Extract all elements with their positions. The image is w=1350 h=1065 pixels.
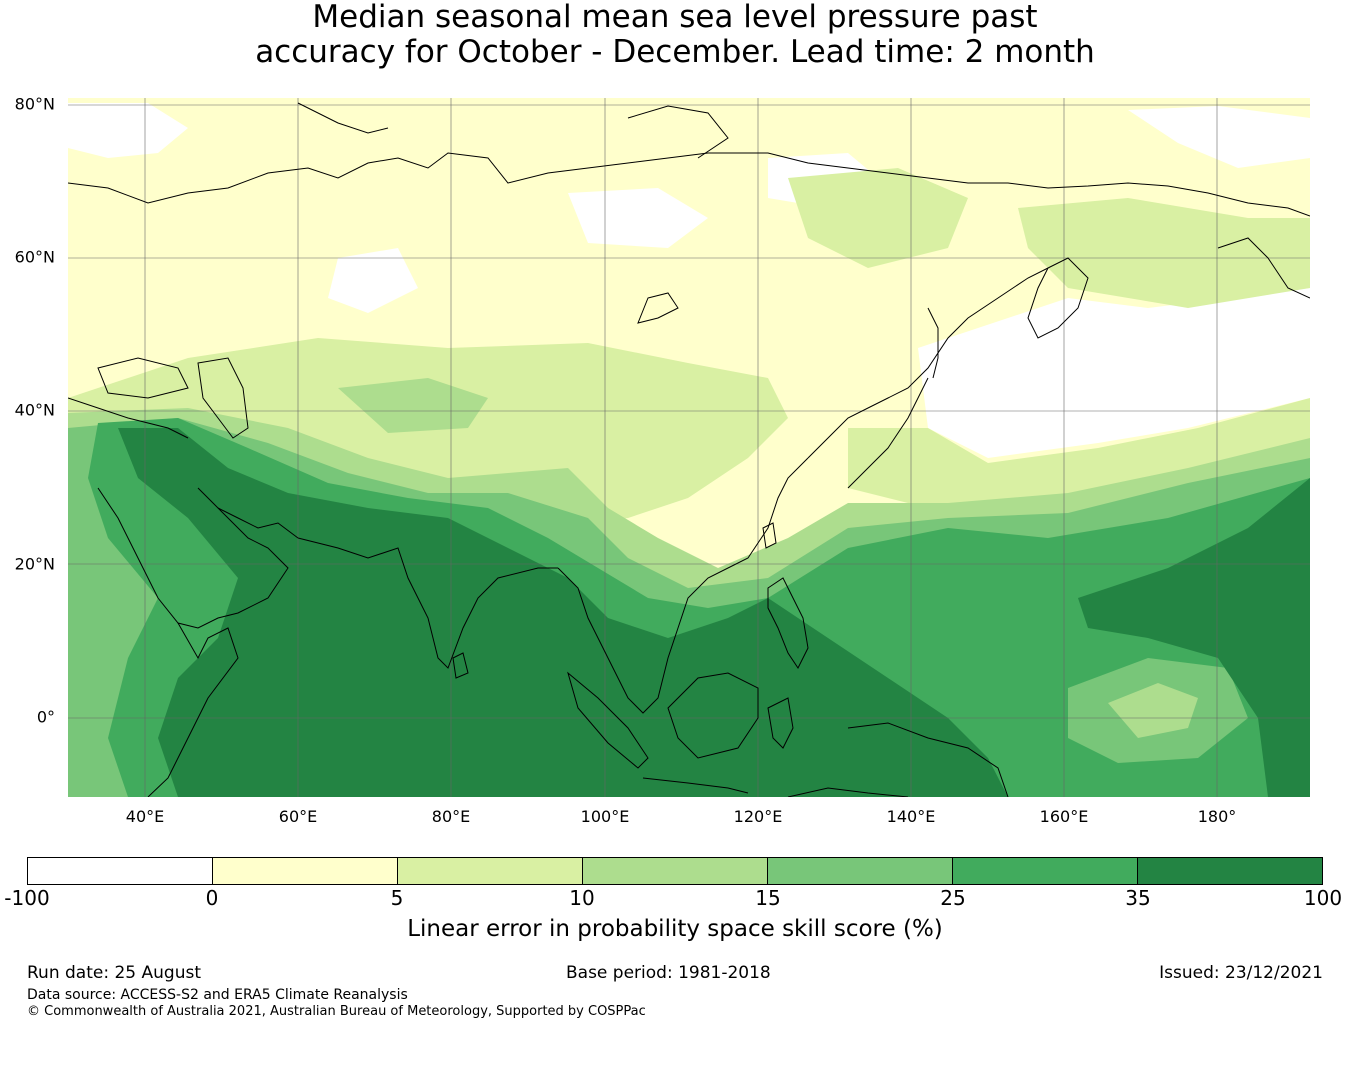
- base-period: Base period: 1981-2018: [566, 963, 771, 983]
- colorbar-tick-10: 10: [569, 886, 595, 910]
- colorbar-segment-0-5: [213, 858, 398, 884]
- lat-label-60n: 60°N: [14, 247, 55, 267]
- colorbar-tick-5: 5: [390, 886, 404, 910]
- lon-label-140e: 140°E: [886, 807, 936, 826]
- lon-label-120e: 120°E: [733, 807, 783, 826]
- colorbar-segment-35-100: [1138, 858, 1322, 884]
- colorbar-segment-5-10: [398, 858, 583, 884]
- issued-date: Issued: 23/12/2021: [1159, 963, 1323, 983]
- lat-label-0: 0°: [36, 707, 55, 727]
- colorbar-label: Linear error in probability space skill …: [407, 916, 943, 942]
- title-line-1: Median seasonal mean sea level pressure …: [312, 0, 1038, 35]
- lon-label-60e: 60°E: [278, 807, 318, 826]
- skill-band-35-100: [118, 428, 1310, 797]
- skill-patch-pacific-lighter: [1108, 683, 1198, 738]
- colorbar-segment-15-25: [768, 858, 953, 884]
- skill-band-5-10: [68, 168, 1310, 528]
- lon-label-80e: 80°E: [431, 807, 471, 826]
- colorbar-tick-100: 100: [1303, 886, 1343, 910]
- lat-label-40n: 40°N: [14, 400, 55, 420]
- lon-label-180: 180°: [1197, 807, 1237, 826]
- skill-map-svg: [68, 98, 1310, 797]
- map-gridlines: [68, 98, 1310, 797]
- colorbar-tick-0: 0: [205, 886, 219, 910]
- title-line-2: accuracy for October - December. Lead ti…: [255, 34, 1095, 70]
- lon-label-160e: 160°E: [1039, 807, 1089, 826]
- colorbar-segment-25-35: [953, 858, 1138, 884]
- colorbar-tick-35: 35: [1125, 886, 1151, 910]
- run-date: Run date: 25 August: [27, 963, 201, 983]
- colorbar-segment-10-15: [583, 858, 768, 884]
- skill-map: [68, 98, 1310, 797]
- colorbar-tick-neg100: -100: [4, 886, 50, 910]
- colorbar-segment-neg100-0: [28, 858, 213, 884]
- copyright: © Commonwealth of Australia 2021, Austra…: [27, 1004, 646, 1019]
- lat-label-80n: 80°N: [14, 94, 55, 114]
- colorbar-tick-25: 25: [940, 886, 966, 910]
- coastlines: [68, 102, 1310, 797]
- lon-label-40e: 40°E: [125, 807, 165, 826]
- data-source: Data source: ACCESS-S2 and ERA5 Climate …: [27, 987, 408, 1003]
- colorbar: [27, 857, 1323, 885]
- colorbar-tick-15: 15: [755, 886, 781, 910]
- lat-label-20n: 20°N: [14, 554, 55, 574]
- lon-label-100e: 100°E: [580, 807, 630, 826]
